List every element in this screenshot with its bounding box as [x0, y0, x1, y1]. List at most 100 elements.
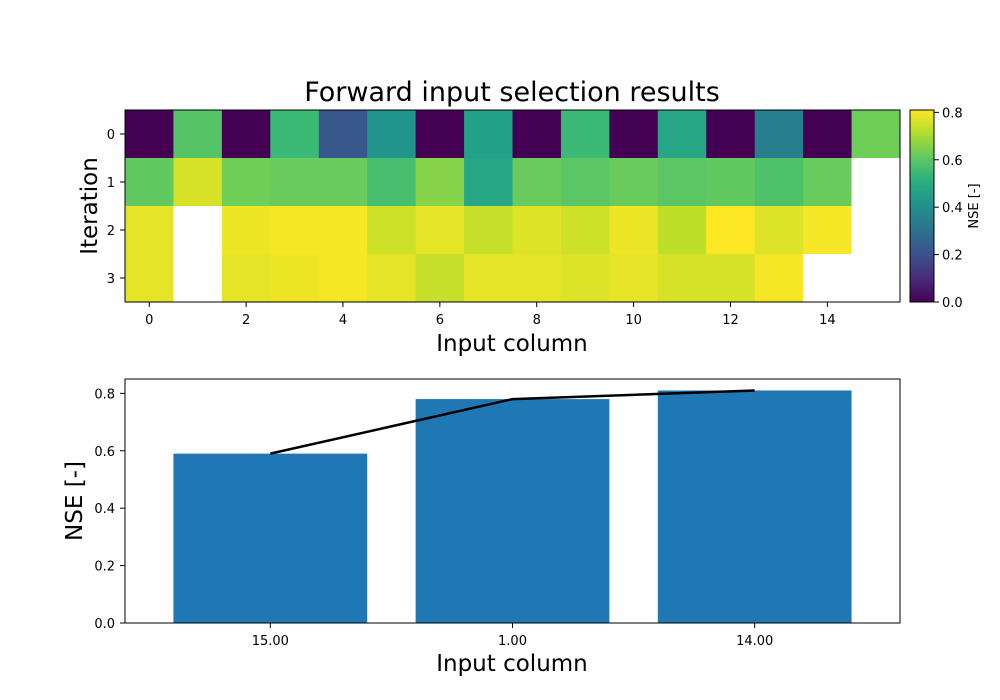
heatmap-cell [512, 110, 562, 159]
heatmap-cell [318, 158, 368, 207]
heatmap-y-tick-label: 2 [107, 224, 115, 239]
heatmap-cell [464, 206, 513, 255]
heatmap-cell [560, 158, 610, 207]
heatmap-cell [221, 110, 271, 159]
heatmap-title: Forward input selection results [304, 77, 720, 108]
heatmap-x-tick-label: 8 [533, 313, 541, 328]
colorbar-tick-label: 0.4 [942, 201, 963, 216]
heatmap-cell [318, 254, 368, 303]
heatmap-y-ticks: 0 1 2 3 [107, 128, 125, 287]
bar-series [173, 390, 852, 623]
heatmap-cell [754, 206, 804, 255]
heatmap-cell [609, 206, 659, 255]
heatmap-x-tick-label: 4 [339, 313, 347, 328]
heatmap-cell [851, 110, 901, 159]
heatmap-cell [512, 254, 562, 303]
bar-panel: 15.00 1.00 14.00 0.0 0.2 0.4 0.6 0.8 Input col… [62, 378, 901, 677]
heatmap-cell [803, 110, 853, 159]
heatmap-cell [221, 254, 271, 303]
heatmap-cell [318, 110, 368, 159]
bar [415, 399, 610, 623]
heatmap-cell [173, 206, 223, 255]
heatmap-cell [754, 254, 804, 303]
heatmap-cell [415, 254, 465, 303]
colorbar-tick-label: 0.2 [942, 249, 963, 264]
heatmap-cell [367, 206, 417, 255]
heatmap-cell [609, 110, 659, 159]
heatmap-cell [706, 158, 756, 207]
heatmap-cell [609, 254, 659, 303]
heatmap-cell [560, 254, 610, 303]
heatmap-cell [464, 158, 513, 207]
heatmap-x-tick-label: 14 [819, 313, 836, 328]
heatmap-cell [464, 254, 513, 303]
heatmap-cell [125, 206, 174, 255]
colorbar-tick-label: 0.6 [942, 154, 963, 169]
heatmap-cell [367, 254, 417, 303]
heatmap-cell [270, 110, 320, 159]
heatmap-cell [754, 158, 804, 207]
heatmap-cell [125, 254, 174, 303]
heatmap-cell [221, 206, 271, 255]
bar-y-tick-label: 0.4 [94, 502, 115, 517]
heatmap-cell [367, 110, 417, 159]
heatmap-cell [851, 206, 901, 255]
heatmap-x-label: Input column [436, 331, 588, 357]
heatmap-y-tick-label: 3 [107, 272, 115, 287]
heatmap-cell [851, 254, 901, 303]
heatmap-cell [125, 158, 174, 207]
bar-y-tick-label: 0.2 [94, 560, 115, 575]
heatmap-cell [706, 110, 756, 159]
heatmap-cell [803, 158, 853, 207]
heatmap-cell [851, 158, 901, 207]
heatmap-y-tick-label: 1 [107, 176, 115, 191]
bar-x-ticks: 15.00 1.00 14.00 [252, 623, 773, 649]
heatmap-cell [173, 110, 223, 159]
heatmap-cell [270, 254, 320, 303]
bar [173, 453, 368, 623]
bar-x-label: Input column [436, 651, 588, 677]
colorbar-label: NSE [-] [967, 183, 982, 228]
heatmap-cell [415, 158, 465, 207]
heatmap-x-tick-label: 0 [145, 313, 153, 328]
bar-x-tick-label: 14.00 [736, 634, 773, 649]
heatmap-x-tick-label: 10 [625, 313, 642, 328]
colorbar-gradient [909, 109, 935, 303]
colorbar-tick-label: 0.8 [942, 106, 963, 121]
heatmap-cell [173, 158, 223, 207]
heatmap-cell [803, 254, 853, 303]
heatmap-cell [415, 110, 465, 159]
colorbar-ticks: 0.0 0.2 0.4 0.6 0.8 [934, 106, 963, 311]
heatmap-cell [560, 110, 610, 159]
heatmap-cell [560, 206, 610, 255]
heatmap-y-tick-label: 0 [107, 128, 115, 143]
colorbar-tick-label: 0.0 [942, 296, 963, 311]
heatmap-frame [124, 109, 901, 303]
bar-y-tick-label: 0.0 [94, 617, 115, 632]
heatmap-cell [706, 254, 756, 303]
heatmap-cell [657, 110, 707, 159]
heatmap-cell [125, 110, 174, 159]
heatmap-cell [367, 158, 417, 207]
heatmap-cell [512, 206, 562, 255]
heatmap-x-tick-label: 2 [242, 313, 250, 328]
heatmap-panel: Forward input selection results 0 2 4 6 8 10 1… [77, 77, 901, 357]
heatmap-x-tick-label: 12 [722, 313, 739, 328]
bar-y-label: NSE [-] [62, 461, 88, 541]
bar-y-tick-label: 0.6 [94, 445, 115, 460]
heatmap-cell [415, 206, 465, 255]
heatmap-cell [803, 206, 853, 255]
heatmap-cell [173, 254, 223, 303]
heatmap-cell [270, 158, 320, 207]
heatmap-cell [318, 206, 368, 255]
bar-y-tick-label: 0.8 [94, 387, 115, 402]
colorbar: 0.0 0.2 0.4 0.6 0.8 NSE [-] [909, 106, 982, 311]
heatmap-cell [657, 206, 707, 255]
heatmap-cell [512, 158, 562, 207]
heatmap-cell [464, 110, 513, 159]
heatmap-cell [657, 254, 707, 303]
heatmap-x-tick-label: 6 [436, 313, 444, 328]
heatmap-y-label: Iteration [77, 157, 103, 255]
bar [657, 390, 852, 623]
